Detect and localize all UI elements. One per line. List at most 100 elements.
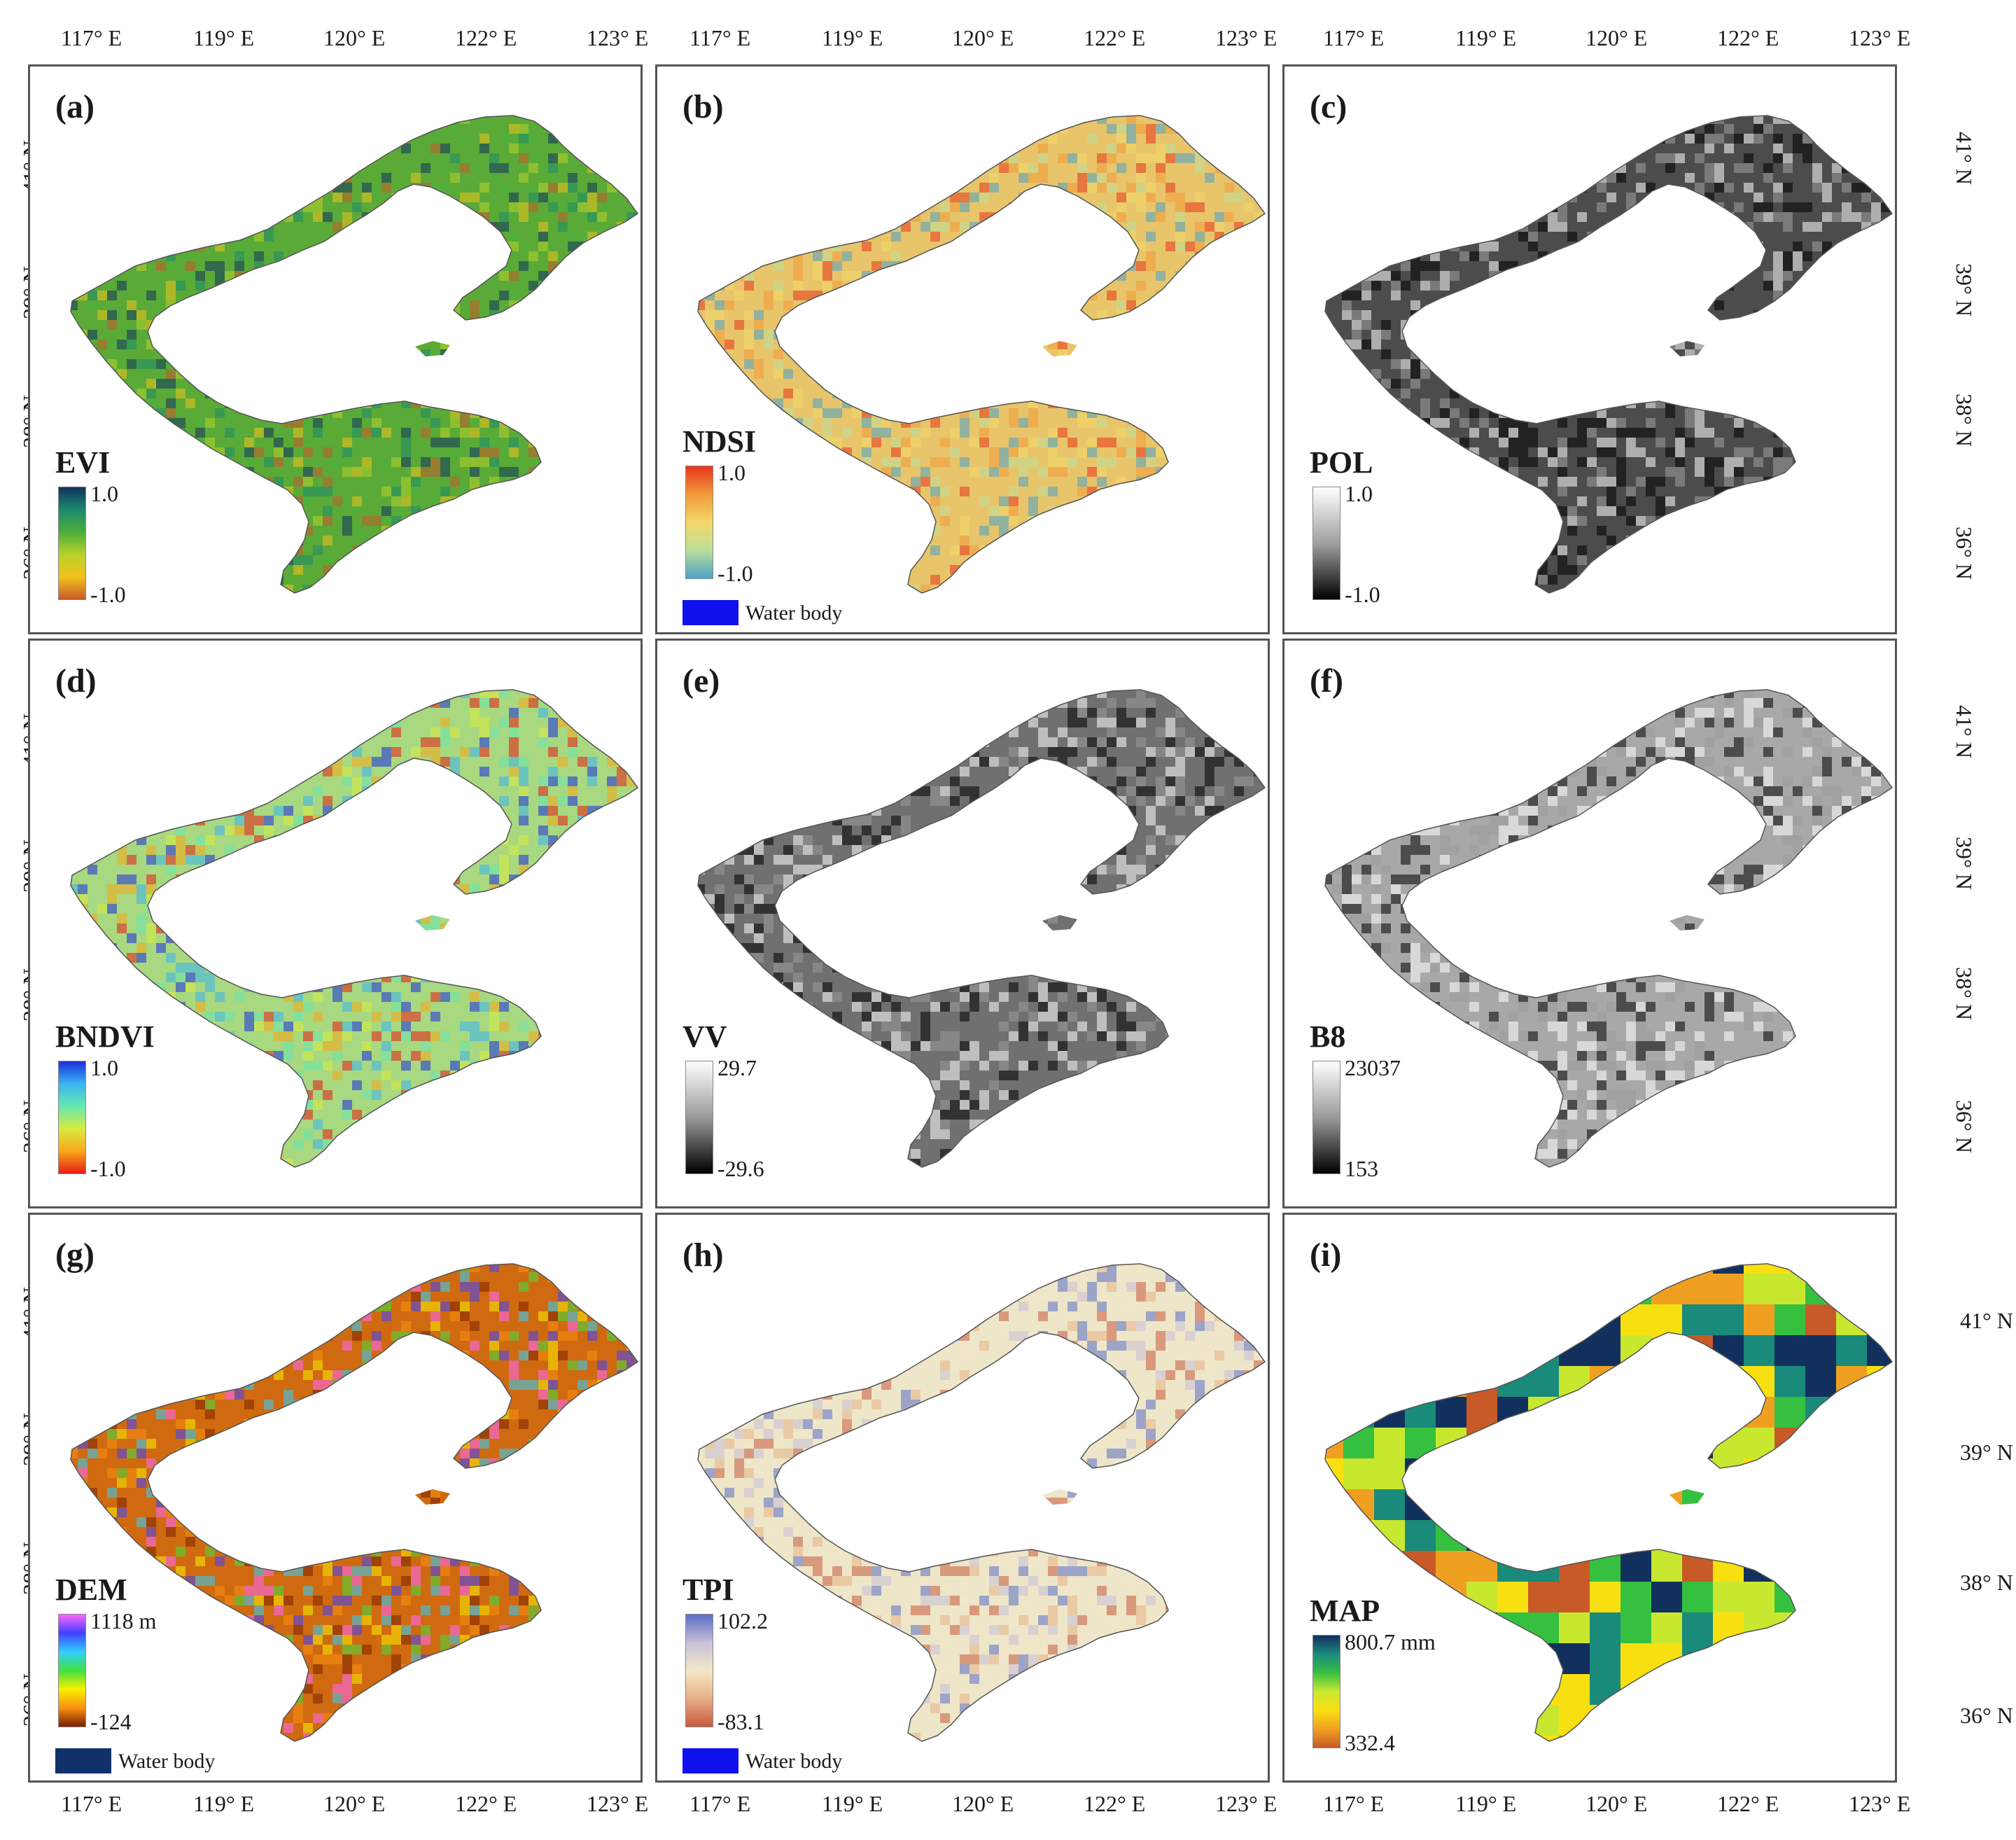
- lat-label: 38° N: [1960, 1570, 2013, 1595]
- colorbar: [58, 1061, 86, 1174]
- variable-name: POL: [1310, 445, 1373, 480]
- map-panel-g: (g) DEM 1118 m -124 Water body: [28, 1213, 643, 1783]
- lon-label: 120° E: [952, 1791, 1014, 1816]
- colorbar-min-label: -124: [90, 1709, 132, 1734]
- panel-label: (i): [1310, 1236, 1342, 1274]
- lat-label: 41° N: [1960, 1308, 2013, 1333]
- variable-name: NDSI: [682, 424, 757, 459]
- lat-label: 39° N: [1952, 263, 1977, 316]
- colorbar: [58, 487, 86, 600]
- lon-label: 122° E: [455, 1791, 517, 1816]
- water-body-label: Water body: [746, 1750, 843, 1773]
- lon-label: 120° E: [323, 25, 386, 50]
- lon-label: 123° E: [1215, 1791, 1278, 1816]
- map-panel-c: (c) POL 1.0 -1.0: [1282, 64, 1897, 634]
- lon-label: 119° E: [822, 1791, 883, 1816]
- colorbar: [58, 1614, 86, 1727]
- colorbar-max-label: 1.0: [718, 460, 746, 485]
- map-panel-a: (a) EVI 1.0 -1.0: [28, 64, 643, 634]
- panel-label: (b): [682, 88, 724, 125]
- panel-label: (f): [1310, 662, 1343, 699]
- map-raster: [697, 1263, 1266, 1742]
- colorbar-max-label: 1.0: [1345, 481, 1373, 506]
- colorbar-min-label: -83.1: [718, 1709, 764, 1734]
- colorbar-max-label: 800.7 mm: [1345, 1629, 1436, 1654]
- lon-label: 119° E: [822, 25, 883, 50]
- lon-label: 119° E: [1455, 1791, 1517, 1816]
- lon-label: 117° E: [1323, 1791, 1385, 1816]
- map-raster: [697, 689, 1266, 1168]
- lat-label: 41° N: [1952, 132, 1977, 185]
- lon-label: 123° E: [587, 1791, 649, 1816]
- variable-name: DEM: [55, 1573, 127, 1607]
- colorbar-max-label: 1.0: [90, 481, 118, 506]
- lon-label: 122° E: [1084, 25, 1146, 50]
- lat-label: 38° N: [1952, 393, 1977, 447]
- lat-label: 38° N: [1952, 967, 1977, 1020]
- lat-label: 39° N: [1952, 837, 1977, 890]
- colorbar-max-label: 102.2: [718, 1608, 768, 1633]
- colorbar: [685, 466, 713, 579]
- map-panel-h: (h) TPI 102.2 -83.1 Water body: [655, 1213, 1270, 1783]
- colorbar-min-label: 153: [1345, 1156, 1378, 1181]
- variable-name: B8: [1310, 1019, 1346, 1054]
- lon-label: 123° E: [587, 25, 649, 50]
- colorbar: [1312, 1635, 1340, 1748]
- lon-label: 123° E: [1215, 25, 1278, 50]
- map-panel-b: (b) NDSI 1.0 -1.0 Water body: [655, 64, 1270, 634]
- colorbar: [685, 1614, 713, 1727]
- water-body-swatch: [682, 1748, 738, 1773]
- panel-label: (e): [682, 662, 720, 699]
- variable-name: EVI: [55, 445, 111, 480]
- colorbar-max-label: 29.7: [718, 1055, 757, 1080]
- colorbar-min-label: -29.6: [718, 1156, 764, 1181]
- water-body-swatch: [682, 600, 738, 625]
- variable-name: TPI: [682, 1573, 734, 1607]
- lon-label: 120° E: [952, 25, 1014, 50]
- colorbar-min-label: -1.0: [718, 561, 753, 586]
- lon-label: 122° E: [1084, 1791, 1146, 1816]
- lon-label: 117° E: [690, 25, 751, 50]
- map-raster: [697, 115, 1266, 594]
- colorbar-max-label: 1.0: [90, 1055, 118, 1080]
- lon-label: 122° E: [1717, 25, 1779, 50]
- lon-label: 120° E: [1586, 25, 1648, 50]
- variable-name: VV: [682, 1019, 727, 1054]
- water-body-swatch: [55, 1748, 111, 1773]
- lon-label: 120° E: [1586, 1791, 1648, 1816]
- lon-label: 122° E: [1717, 1791, 1779, 1816]
- lon-label: 123° E: [1849, 25, 1911, 50]
- lon-label: 117° E: [690, 1791, 751, 1816]
- lon-label: 119° E: [193, 25, 255, 50]
- colorbar-max-label: 1118 m: [90, 1608, 157, 1633]
- variable-name: MAP: [1310, 1594, 1380, 1628]
- lat-label: 39° N: [1960, 1440, 2013, 1465]
- lon-label: 122° E: [455, 25, 517, 50]
- lon-label: 119° E: [1455, 25, 1517, 50]
- map-raster: [70, 115, 639, 594]
- water-body-label: Water body: [746, 601, 843, 625]
- colorbar-min-label: -1.0: [90, 1156, 126, 1181]
- lon-label: 123° E: [1849, 1791, 1911, 1816]
- colorbar-min-label: -1.0: [90, 582, 126, 607]
- lon-label: 117° E: [61, 25, 122, 50]
- map-raster: [70, 1263, 639, 1742]
- lat-label: 41° N: [1952, 705, 1977, 758]
- water-body-label: Water body: [118, 1750, 216, 1773]
- colorbar-min-label: -1.0: [1345, 582, 1380, 607]
- colorbar: [685, 1061, 713, 1174]
- colorbar: [1312, 1061, 1340, 1174]
- map-panel-d: (d) BNDVI 1.0 -1.0: [28, 639, 643, 1208]
- colorbar-min-label: 332.4: [1345, 1730, 1395, 1755]
- map-panel-f: (f) B8 23037 153: [1282, 639, 1897, 1208]
- map-raster: [1324, 689, 1893, 1168]
- panel-label: (c): [1310, 88, 1348, 125]
- right-latitude-axis-row3: 41° N 39° N 38° N 36° N: [1960, 1260, 2016, 1750]
- colorbar: [1312, 487, 1340, 600]
- lat-label: 36° N: [1960, 1703, 2013, 1728]
- panel-label: (d): [55, 662, 97, 699]
- map-panel-e: (e) VV 29.7 -29.6: [655, 639, 1270, 1208]
- panel-label: (h): [682, 1236, 724, 1274]
- map-raster: [70, 689, 639, 1168]
- map-raster: [1324, 1263, 1893, 1742]
